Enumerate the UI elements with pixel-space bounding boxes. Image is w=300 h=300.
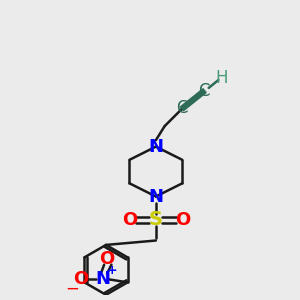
Text: N: N xyxy=(148,188,164,206)
Text: H: H xyxy=(216,69,228,87)
Text: C: C xyxy=(176,100,188,118)
Text: −: − xyxy=(65,279,80,297)
Text: S: S xyxy=(149,211,163,230)
Text: O: O xyxy=(99,250,115,268)
Text: +: + xyxy=(106,264,117,277)
Text: N: N xyxy=(148,138,164,156)
Text: O: O xyxy=(175,211,190,229)
Text: O: O xyxy=(73,270,88,288)
Text: O: O xyxy=(122,211,137,229)
Text: C: C xyxy=(199,82,210,100)
Text: N: N xyxy=(95,270,110,288)
